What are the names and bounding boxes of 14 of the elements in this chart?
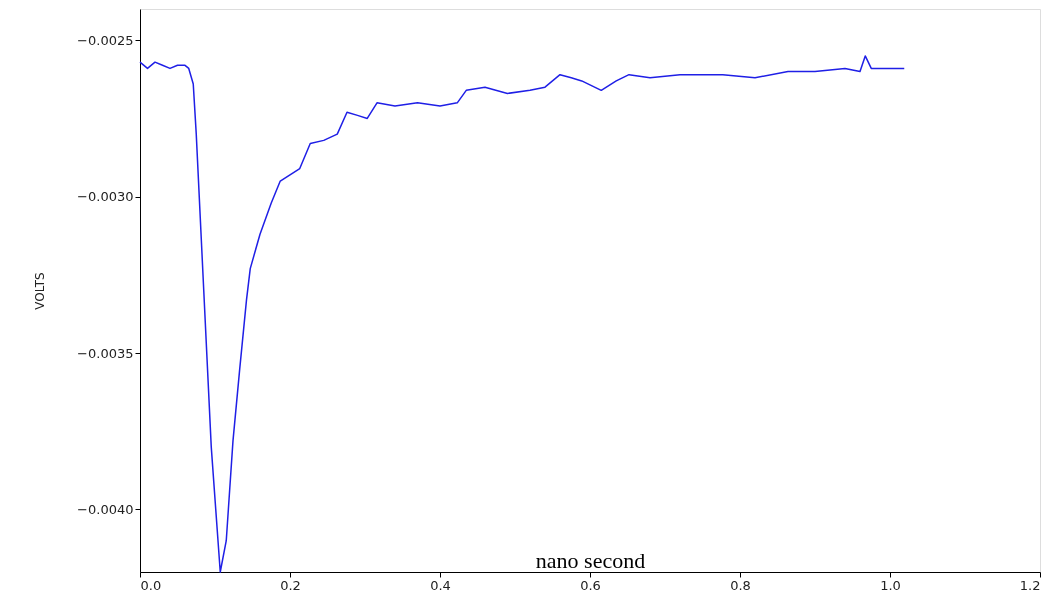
x-tick-label: 0.8 — [730, 577, 751, 593]
y-tick-label: −0.0025 — [77, 32, 134, 48]
y-tick-label: −0.0030 — [77, 189, 134, 205]
y-tick-label: −0.0040 — [77, 501, 134, 517]
y-tick-label: −0.0035 — [77, 345, 134, 361]
y-axis-title: VOLTS — [33, 272, 48, 310]
x-axis-title: nano second — [535, 547, 646, 573]
x-tick-label: 0.2 — [280, 577, 301, 593]
x-tick-label: 1.0 — [880, 577, 901, 593]
x-tick-label: 0.6 — [580, 577, 601, 593]
x-tick-label: 0.4 — [430, 577, 451, 593]
x-tick-label: 0.0 — [140, 577, 162, 593]
line-series — [139, 55, 905, 573]
x-tick-label: 1.2 — [1019, 577, 1041, 593]
